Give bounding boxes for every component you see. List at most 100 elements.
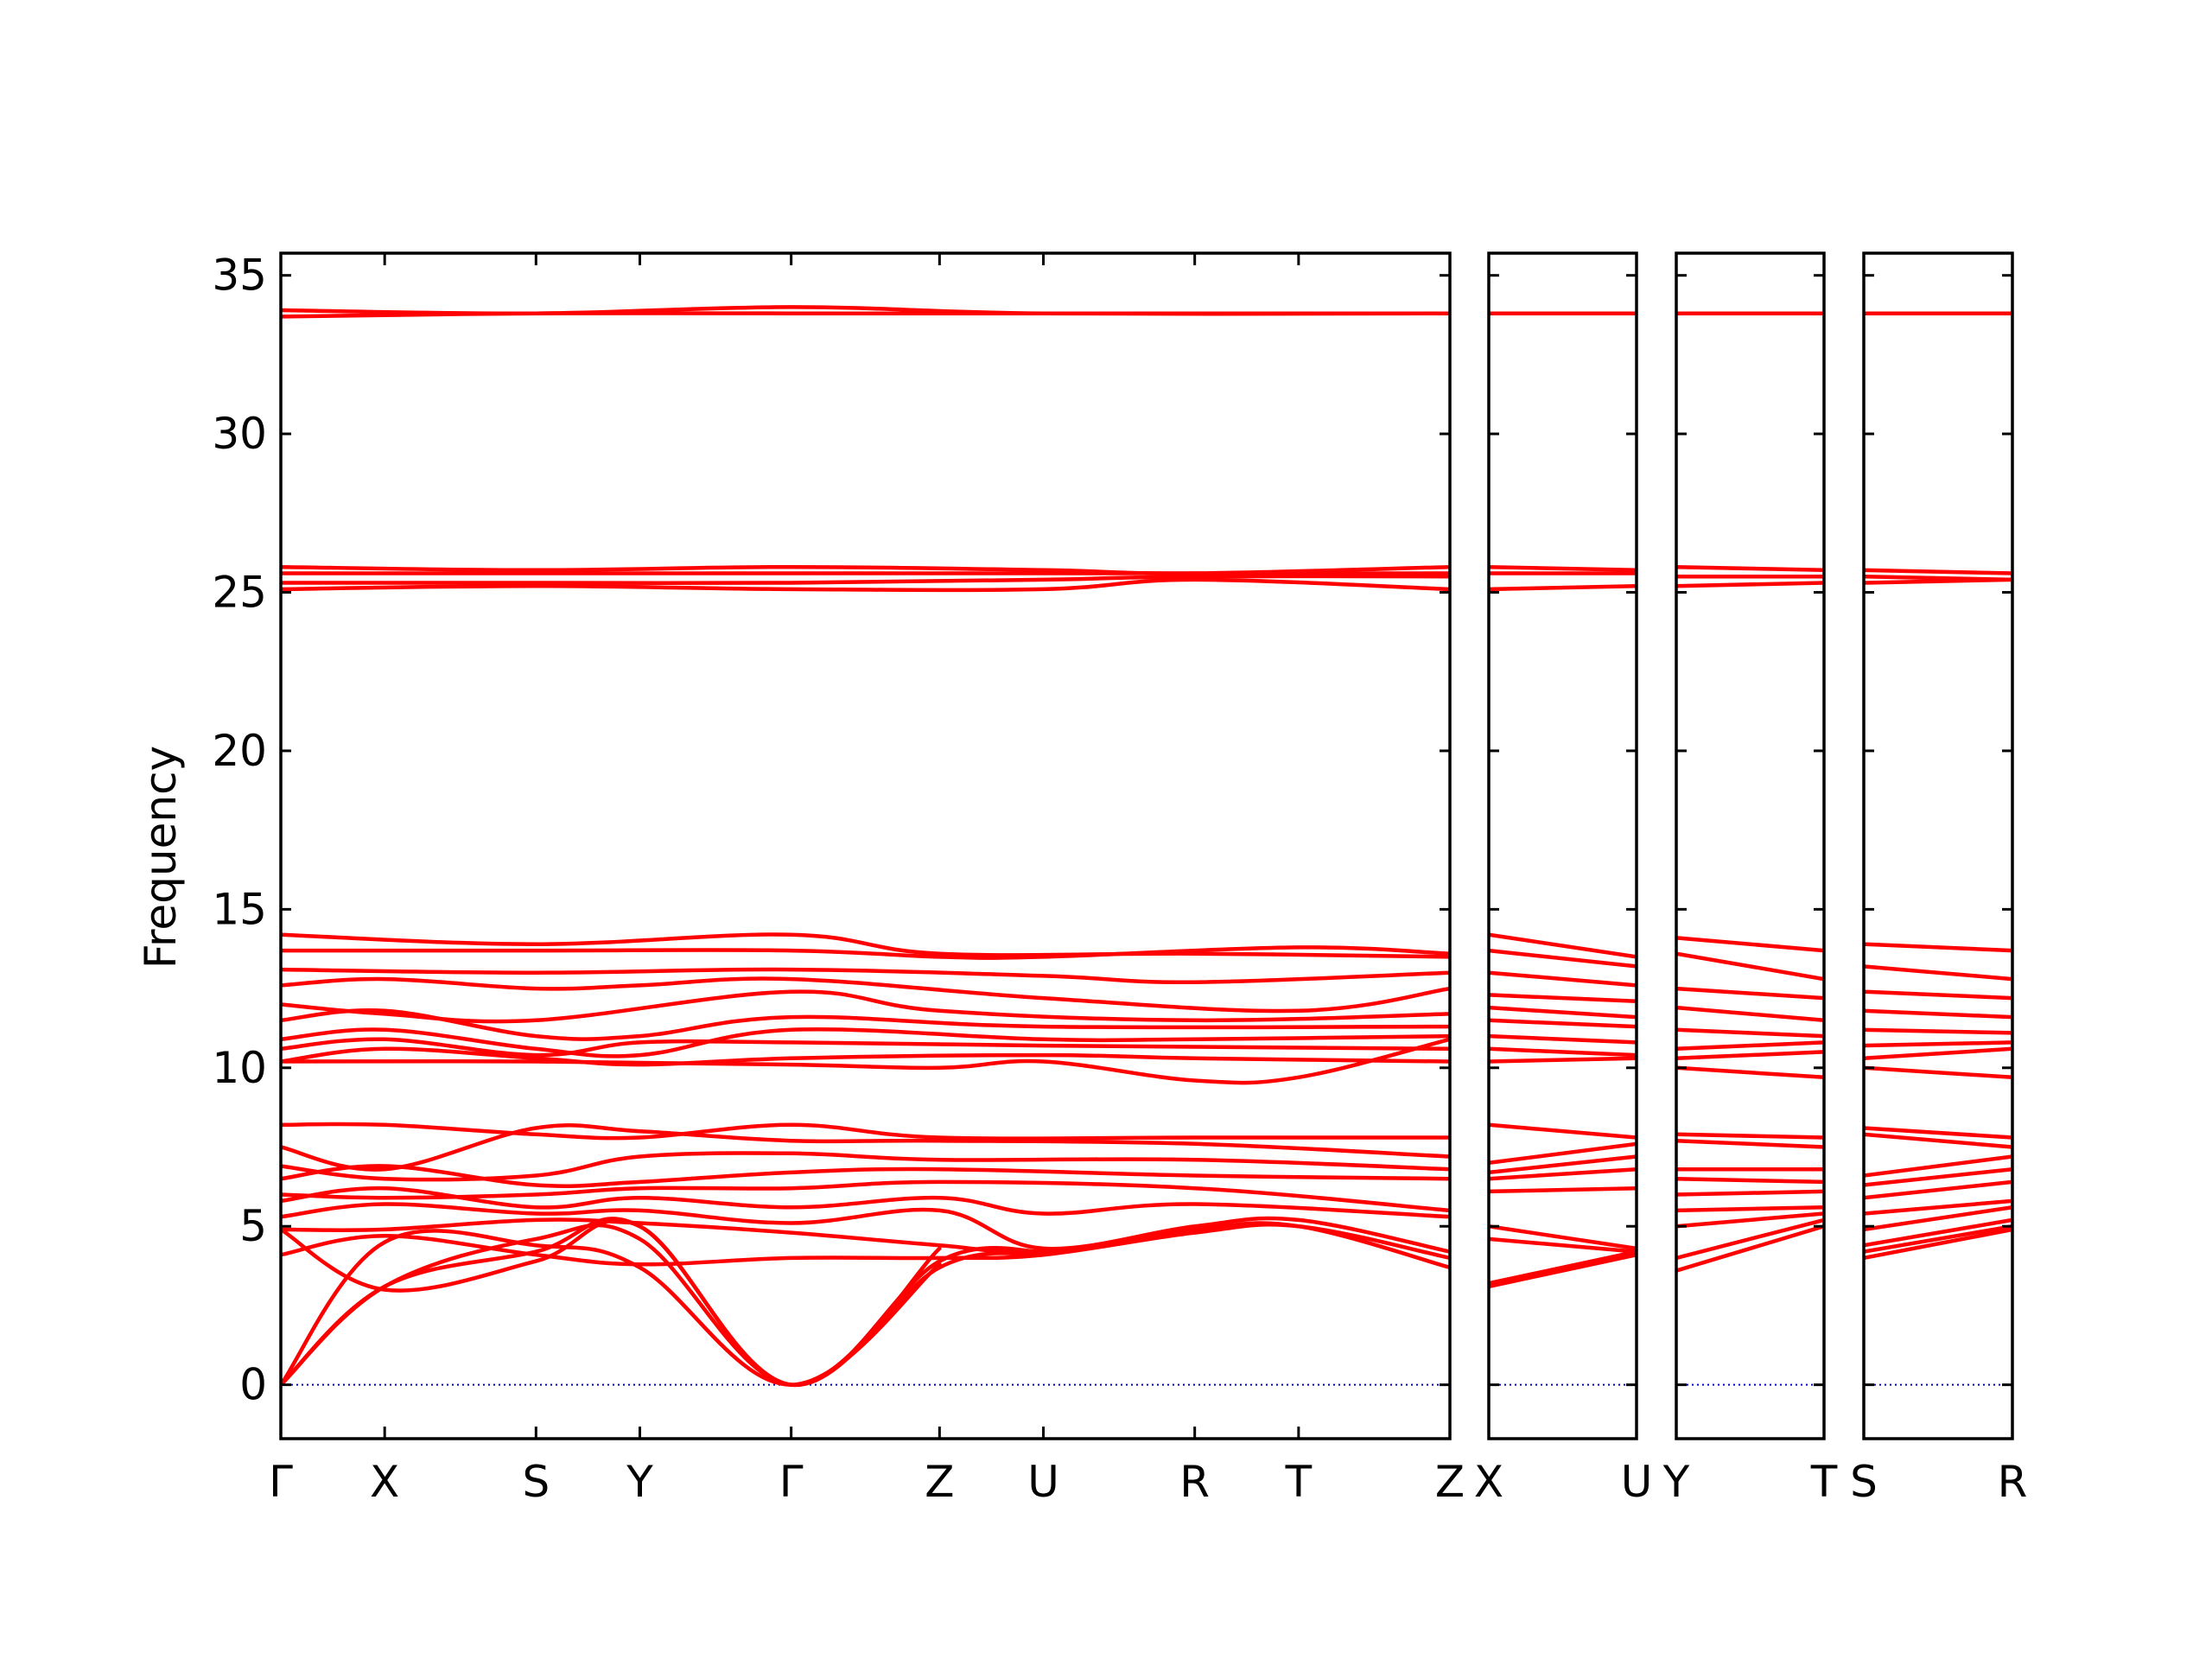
y-tick-label: 35 <box>212 251 267 301</box>
band-line <box>1489 1005 1637 1020</box>
x-tick-label: T <box>1810 1457 1838 1507</box>
band-line <box>1489 1224 1637 1251</box>
band-line <box>281 1164 1450 1188</box>
band-line <box>281 967 1450 985</box>
band-line <box>281 1027 1450 1058</box>
band-line <box>281 1202 1450 1254</box>
band-line <box>1676 1211 1824 1229</box>
band-line <box>1489 1236 1637 1254</box>
band-line <box>1676 564 1824 573</box>
band-line <box>281 305 1450 316</box>
y-tick-label: 25 <box>212 568 267 618</box>
band-line <box>1676 951 1824 982</box>
band-line <box>1489 948 1637 969</box>
band-line <box>281 1223 1046 1387</box>
band-line <box>1864 1198 2012 1216</box>
band-line <box>1676 1027 1824 1039</box>
x-tick-label: S <box>1850 1457 1878 1507</box>
y-tick-label: 30 <box>212 409 267 459</box>
band-line <box>1489 970 1637 988</box>
panel-frame <box>1675 251 1826 1440</box>
x-tick-label: U <box>1621 1457 1653 1507</box>
band-line <box>1864 1132 2012 1149</box>
y-tick-label: 0 <box>239 1360 267 1410</box>
band-line <box>1489 1166 1637 1181</box>
band-line <box>1864 1154 2012 1178</box>
band-line <box>1864 1065 2012 1080</box>
band-line <box>281 976 1450 1014</box>
band-line <box>281 1122 1450 1141</box>
band-line <box>1676 1138 1824 1149</box>
band-line <box>281 1218 942 1387</box>
band-line <box>1864 1227 2012 1261</box>
band-line <box>1489 1018 1637 1029</box>
y-tick-label: 20 <box>212 726 267 776</box>
band-line <box>281 574 1450 586</box>
band-line <box>1676 1040 1824 1052</box>
band-line <box>1489 1056 1637 1064</box>
band-line <box>1864 942 2012 953</box>
band-line <box>1489 1249 1637 1286</box>
band-line <box>1676 1176 1824 1185</box>
band-line <box>1676 1065 1824 1080</box>
band-line <box>281 1008 1450 1041</box>
band-line <box>281 1223 1450 1267</box>
band-line <box>1864 989 2012 1001</box>
x-tick-label: Γ <box>779 1457 804 1507</box>
panel-frame <box>1862 251 2014 1440</box>
panel-frame <box>279 251 1452 1440</box>
x-tick-label: Y <box>626 1457 653 1507</box>
band-line <box>1676 936 1824 953</box>
band-line <box>281 1217 1450 1270</box>
band-line <box>1864 577 2012 585</box>
band-line <box>1864 1126 2012 1140</box>
band-line <box>281 932 1450 959</box>
band-line <box>1489 564 1637 573</box>
band-lines <box>1864 311 2012 1261</box>
band-line <box>1676 1189 1824 1197</box>
band-line <box>1676 1132 1824 1140</box>
band-line <box>1864 1040 2012 1048</box>
band-line <box>1864 1008 2012 1020</box>
y-tick-label: 10 <box>212 1043 267 1093</box>
band-line <box>1489 1252 1637 1289</box>
x-tick-label: Z <box>1435 1457 1465 1507</box>
band-line <box>281 577 1450 593</box>
y-tick-label: 15 <box>212 884 267 934</box>
band-line <box>1676 1050 1824 1061</box>
band-line <box>281 564 1450 575</box>
band-line <box>281 1037 1450 1058</box>
x-tick-label: Z <box>925 1457 954 1507</box>
band-line <box>1676 1205 1824 1213</box>
band-lines <box>281 305 1450 1387</box>
band-line <box>1676 1005 1824 1023</box>
y-axis-title: Frequency <box>136 746 186 969</box>
band-line <box>1676 1217 1824 1261</box>
band-lines <box>1676 311 1824 1273</box>
y-tick-label: 5 <box>239 1201 267 1251</box>
band-line <box>281 1123 1450 1172</box>
x-tick-label: Γ <box>269 1457 293 1507</box>
band-line <box>1676 986 1824 1001</box>
band-line <box>1489 1141 1637 1166</box>
band-line <box>1489 1185 1637 1194</box>
band-line <box>1489 1046 1637 1058</box>
band-line <box>281 1151 1450 1182</box>
band-line <box>1864 568 2012 575</box>
band-lines <box>1489 311 1637 1289</box>
band-line <box>1489 583 1637 592</box>
band-line <box>1864 1179 2012 1200</box>
band-line <box>281 945 1450 960</box>
x-tick-label: T <box>1285 1457 1313 1507</box>
panel-1: 0 5 10 15 20 25 30 35 Γ X S Y Γ Z U R T Z <box>212 251 1465 1507</box>
band-line <box>1489 1154 1637 1175</box>
band-line <box>1489 1033 1637 1045</box>
band-line <box>1864 1217 2012 1248</box>
x-tick-label: X <box>1474 1457 1503 1507</box>
band-line <box>1864 1046 2012 1061</box>
band-line <box>1864 1224 2012 1254</box>
band-line <box>1489 1122 1637 1140</box>
